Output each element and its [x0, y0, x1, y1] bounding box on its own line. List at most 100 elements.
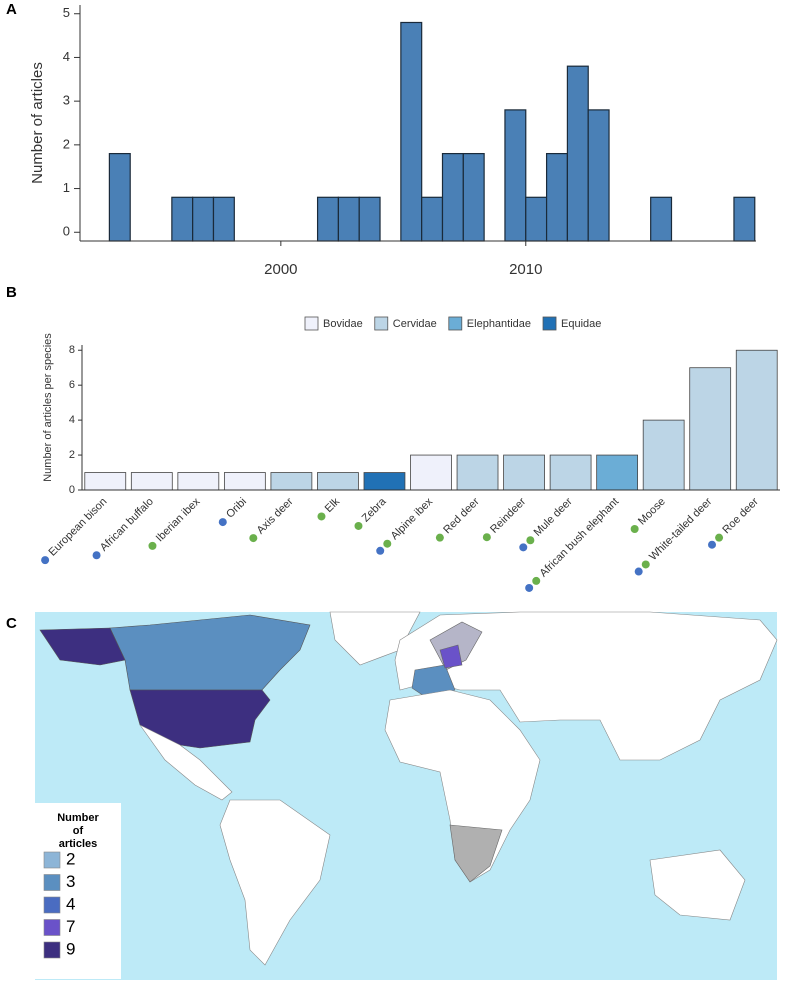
legend-label: Equidae [561, 318, 601, 330]
x-tick-label: Alpine ibex [389, 495, 436, 542]
x-tick-label: Roe deer [720, 495, 761, 536]
bar [733, 196, 756, 242]
x-tick-label: 2010 [509, 261, 542, 278]
y-tick-label: 0 [63, 224, 70, 239]
panel-label: B [6, 284, 17, 301]
bar [421, 196, 444, 242]
legend-swatch [43, 896, 61, 914]
x-tick-label: Elk [323, 495, 343, 515]
legend-label: 2 [66, 849, 75, 868]
legend-swatch [43, 851, 61, 869]
y-tick-label: 6 [69, 379, 75, 391]
x-tick-label: Moose [636, 496, 668, 528]
bar [108, 152, 131, 242]
category-dot [708, 540, 717, 549]
category-dot [630, 525, 639, 534]
africa [384, 689, 541, 883]
legend-title: Number of articles [57, 812, 99, 850]
panel-label: C [6, 615, 17, 632]
x-tick-label: European bison [46, 496, 109, 559]
legend-label: Cervidae [393, 318, 437, 330]
bar [650, 196, 673, 242]
y-tick-label: 4 [69, 414, 75, 426]
x-tick-label: Iberian ibex [154, 495, 203, 544]
category-dot [526, 536, 535, 545]
y-tick-label: 0 [69, 484, 75, 496]
bar [171, 196, 194, 242]
bar [525, 196, 548, 242]
x-tick-label: Oribi [224, 496, 249, 521]
bar [317, 472, 359, 491]
category-dot [92, 551, 101, 560]
x-tick-label: Red deer [441, 495, 482, 536]
bar [503, 454, 545, 491]
legend-swatch [304, 316, 319, 331]
bar [212, 196, 235, 242]
legend-swatch [43, 941, 61, 959]
greenland [329, 611, 421, 666]
legend-label: Elephantidae [467, 318, 531, 330]
legend-label: 3 [66, 872, 75, 891]
bar [689, 367, 732, 491]
bar [363, 472, 406, 491]
bar [410, 454, 452, 491]
y-tick-label: 4 [63, 49, 70, 64]
bar [642, 419, 685, 491]
category-dot [532, 576, 541, 585]
legend-swatch [448, 316, 463, 331]
x-tick-label: 2000 [264, 261, 297, 278]
category-dot [641, 560, 650, 569]
bar [316, 196, 339, 242]
mexico [139, 724, 233, 801]
canada [109, 614, 311, 691]
bar [549, 454, 592, 491]
legend-swatch [542, 316, 557, 331]
legend-label: Bovidae [323, 318, 363, 330]
bar [596, 454, 639, 491]
x-tick-label: African bush elephant [538, 496, 622, 580]
category-dot [519, 543, 528, 552]
bar [587, 109, 610, 242]
legend-swatch [43, 919, 61, 936]
category-dot [218, 518, 227, 527]
bar [270, 472, 313, 491]
panel-label: A [6, 1, 17, 18]
bar [566, 65, 589, 242]
legend-swatch [43, 874, 61, 891]
legend-label: 7 [66, 917, 75, 936]
category-dot [435, 533, 444, 542]
bar [337, 196, 360, 242]
y-tick-label: 2 [69, 449, 75, 461]
australia [649, 849, 746, 921]
category-dot [383, 539, 392, 548]
bar [177, 472, 220, 491]
category-dot [354, 521, 363, 530]
category-dot [525, 583, 534, 592]
category-dot [317, 512, 326, 521]
x-tick-label: Mule deer [532, 495, 575, 538]
central-europe [439, 644, 463, 669]
category-dot [634, 567, 643, 576]
legend-label: 4 [66, 894, 75, 913]
category-dot [482, 533, 491, 542]
category-dot [715, 533, 724, 542]
south-america [219, 799, 331, 966]
x-tick-label: Zebra [360, 495, 389, 524]
y-tick-label: 1 [63, 180, 70, 195]
x-tick-label: Axis deer [255, 495, 296, 536]
legend-swatch [374, 316, 389, 331]
bar [223, 472, 266, 491]
category-dot [249, 534, 258, 543]
bar [358, 196, 381, 242]
category-dot [148, 541, 157, 550]
x-tick-label: Reindeer [488, 495, 528, 535]
bar [192, 196, 215, 242]
bar [456, 454, 499, 491]
legend-label: 9 [66, 939, 75, 958]
bar [400, 21, 423, 242]
bar [504, 109, 527, 242]
bar [441, 152, 464, 242]
southern-africa [449, 824, 503, 883]
bar [462, 152, 485, 242]
